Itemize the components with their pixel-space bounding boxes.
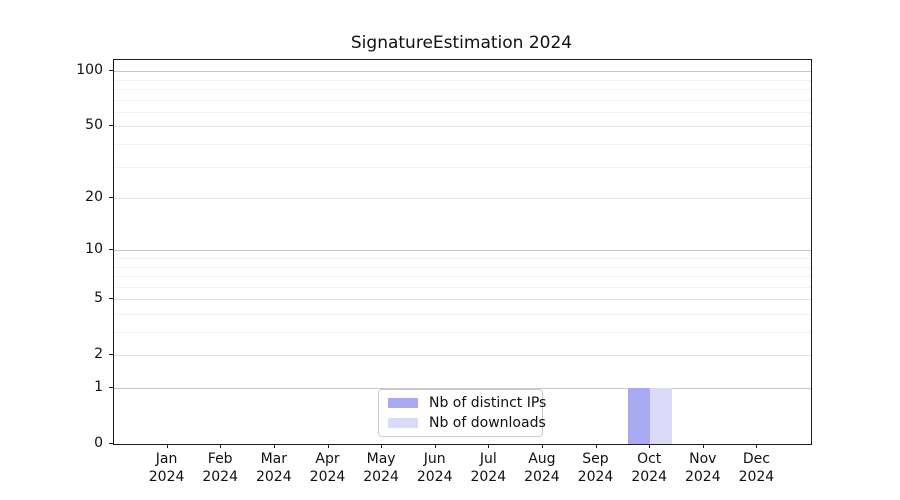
legend-label-distinct-ips: Nb of distinct IPs [429,395,547,412]
y-tick-label: 10 [85,241,103,258]
y-tick-mark [109,249,113,251]
x-tick-mark [434,444,436,448]
y-gridline [114,71,811,73]
x-tick-label: Jun 2024 [416,451,453,485]
x-tick-mark [220,444,222,448]
y-tick-label: 2 [94,346,103,363]
bar-distinct-ips [628,388,651,444]
x-tick-label: Oct 2024 [631,451,667,485]
x-tick-mark [702,444,704,448]
y-gridline [114,126,811,128]
y-tick-label: 5 [94,290,103,307]
y-gridline [114,250,811,252]
x-tick-label: Aug 2024 [524,451,560,485]
bar-downloads [650,388,672,444]
y-tick-label: 0 [94,435,103,451]
legend: Nb of distinct IPs Nb of downloads [378,389,546,437]
y-gridline [114,355,811,357]
legend-item-distinct-ips: Nb of distinct IPs [388,395,546,411]
y-gridline-minor [114,89,811,90]
x-tick-label: Jan 2024 [148,451,185,485]
y-gridline-minor [114,79,811,81]
y-gridline [114,388,811,389]
x-tick-mark [381,444,383,448]
x-tick-mark [649,444,651,448]
legend-swatch-distinct-ips [388,398,418,409]
x-tick-label: May 2024 [363,451,399,485]
x-tick-mark [273,444,275,448]
y-gridline-minor [114,286,811,288]
x-tick-mark [756,444,758,448]
y-tick-label: 100 [76,62,103,79]
chart-title: SignatureEstimation 2024 [350,33,573,53]
x-tick-label: Feb 2024 [202,451,238,485]
y-gridline-minor [114,166,811,168]
x-tick-mark [488,444,490,448]
x-tick-label: Sep 2024 [577,451,614,485]
y-gridline-minor [114,332,811,333]
y-gridline [114,299,811,301]
y-gridline-minor [114,99,811,101]
legend-item-downloads: Nb of downloads [388,415,546,431]
plot-area [113,59,812,445]
x-tick-mark [541,444,543,448]
y-tick-label: 1 [94,379,103,395]
y-tick-label: 50 [85,117,103,134]
y-gridline-minor [114,266,811,268]
y-gridline-minor [114,258,811,259]
y-tick-mark [109,197,113,199]
x-tick-mark [327,444,329,448]
legend-label-downloads: Nb of downloads [429,414,546,431]
y-tick-mark [109,125,113,127]
y-gridline-minor [114,314,811,315]
x-tick-label: Dec 2024 [738,451,775,485]
legend-swatch-downloads [388,417,418,428]
y-tick-mark [109,298,113,300]
x-tick-label: Nov 2024 [684,451,721,485]
y-tick-mark [109,387,113,388]
x-tick-label: Jul 2024 [470,451,507,485]
y-gridline-minor [114,276,811,277]
x-tick-mark [595,444,597,448]
y-gridline-minor [114,144,811,145]
y-tick-label: 20 [85,189,103,206]
y-tick-mark [109,443,113,444]
y-gridline-minor [114,111,811,113]
y-gridline [114,198,811,200]
x-tick-label: Apr 2024 [309,451,346,485]
x-tick-mark [166,444,168,448]
x-tick-label: Mar 2024 [255,451,292,485]
y-tick-mark [109,354,113,356]
y-tick-mark [109,70,113,72]
